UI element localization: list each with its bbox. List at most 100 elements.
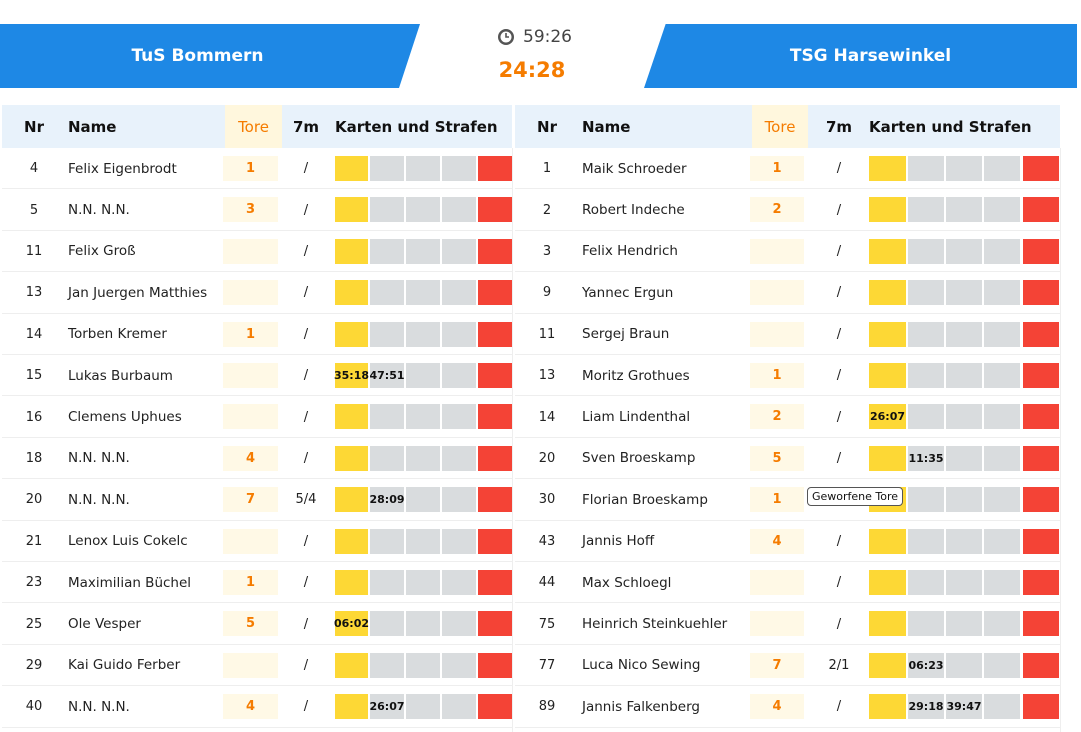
penalty-slot xyxy=(370,321,404,347)
penalty-slot xyxy=(984,321,1020,347)
penalty-slot xyxy=(984,280,1020,306)
red-card xyxy=(478,445,512,471)
goals: 4 xyxy=(223,694,278,720)
penalty-slot xyxy=(984,197,1020,223)
yellow-card xyxy=(869,445,906,471)
red-card xyxy=(478,363,512,388)
penalty-slot xyxy=(908,197,944,223)
row-divider xyxy=(515,561,1060,562)
penalty-slot xyxy=(406,238,440,264)
red-card xyxy=(478,156,512,181)
player-name: Robert Indeche xyxy=(582,202,685,219)
row-divider xyxy=(2,188,512,190)
yellow-card xyxy=(335,694,368,720)
seven-m: / xyxy=(836,368,842,384)
player-name: N.N. N.N. xyxy=(68,202,130,219)
seven-m: / xyxy=(303,657,309,673)
yellow-card xyxy=(869,321,906,347)
penalty-slot xyxy=(442,570,476,595)
goals: 2 xyxy=(750,197,804,223)
penalty-slot xyxy=(908,528,944,554)
penalty-slot xyxy=(406,570,440,595)
player-nr: 40 xyxy=(25,699,43,715)
row-divider xyxy=(2,436,512,438)
red-card xyxy=(478,280,512,306)
penalty-slot xyxy=(946,611,982,637)
player-nr: 15 xyxy=(25,368,43,384)
penalty-slot xyxy=(406,321,440,347)
penalty-slot xyxy=(908,611,944,637)
penalty-slot xyxy=(370,445,404,471)
penalty-slot: 47:51 xyxy=(370,363,405,388)
yellow-card xyxy=(869,570,906,595)
red-card xyxy=(1023,197,1059,223)
away-team: TSG Harsewinkel xyxy=(789,46,952,66)
player-nr: 25 xyxy=(25,616,43,632)
column-header: Tore xyxy=(764,117,796,136)
penalty-slot xyxy=(442,197,476,223)
penalty-slot xyxy=(908,238,944,264)
red-card xyxy=(1023,487,1059,513)
penalty-slot: 26:07 xyxy=(370,694,405,720)
red-card xyxy=(1023,694,1059,720)
column-header: Karten und Strafen xyxy=(869,117,1032,136)
penalty-slot xyxy=(442,694,476,720)
penalty-slot xyxy=(946,487,982,513)
penalty-slot xyxy=(946,445,982,471)
yellow-card: 06:02 xyxy=(334,611,369,637)
player-name: Florian Broeskamp xyxy=(582,491,708,508)
player-name: Jannis Hoff xyxy=(582,533,655,550)
row-divider xyxy=(2,643,512,645)
red-card xyxy=(478,321,512,347)
penalty-slot xyxy=(984,404,1020,430)
penalty-slot xyxy=(442,528,476,554)
goals xyxy=(223,404,278,430)
player-name: Liam Lindenthal xyxy=(582,409,691,426)
clock-icon xyxy=(498,29,514,45)
yellow-card xyxy=(869,238,906,264)
player-nr: 9 xyxy=(542,285,552,301)
red-card xyxy=(1023,528,1059,554)
column-header: Name xyxy=(582,117,631,136)
penalty-slot xyxy=(984,156,1020,181)
penalty-slot xyxy=(370,156,404,181)
goals xyxy=(750,611,804,637)
player-nr: 14 xyxy=(538,409,556,425)
red-card xyxy=(478,652,512,678)
goals: 1 xyxy=(750,363,804,388)
player-nr: 23 xyxy=(25,575,43,591)
yellow-card xyxy=(869,528,906,554)
row-divider xyxy=(515,602,1060,604)
seven-m: / xyxy=(303,699,309,715)
yellow-card xyxy=(335,445,368,471)
player-nr: 11 xyxy=(25,243,43,259)
yellow-card xyxy=(869,363,906,388)
row-divider xyxy=(515,436,1060,438)
home-team: TuS Bommern xyxy=(131,46,264,66)
player-name: Felix Hendrich xyxy=(582,243,678,260)
seven-m: / xyxy=(303,285,309,301)
seven-m: / xyxy=(836,575,842,591)
goals: 5 xyxy=(223,611,278,637)
yellow-card xyxy=(335,404,368,430)
penalty-slot xyxy=(908,321,944,347)
goals xyxy=(750,238,804,264)
row-divider xyxy=(515,229,1060,231)
penalty-slot xyxy=(908,280,944,306)
red-card xyxy=(478,694,512,720)
row-divider xyxy=(515,478,1060,480)
seven-m: / xyxy=(836,243,842,259)
player-name: Jan Juergen Matthies xyxy=(68,284,208,301)
player-nr: 13 xyxy=(538,368,556,384)
penalty-slot xyxy=(370,570,404,595)
yellow-card xyxy=(335,321,368,347)
penalty-slot xyxy=(442,321,476,347)
player-nr: 18 xyxy=(25,450,43,466)
row-divider xyxy=(515,354,1060,355)
yellow-card xyxy=(335,652,368,678)
player-nr: 20 xyxy=(538,450,556,466)
player-nr: 5 xyxy=(29,202,39,218)
player-nr: 89 xyxy=(538,699,556,715)
row-divider xyxy=(515,643,1060,645)
red-card xyxy=(1023,321,1059,347)
